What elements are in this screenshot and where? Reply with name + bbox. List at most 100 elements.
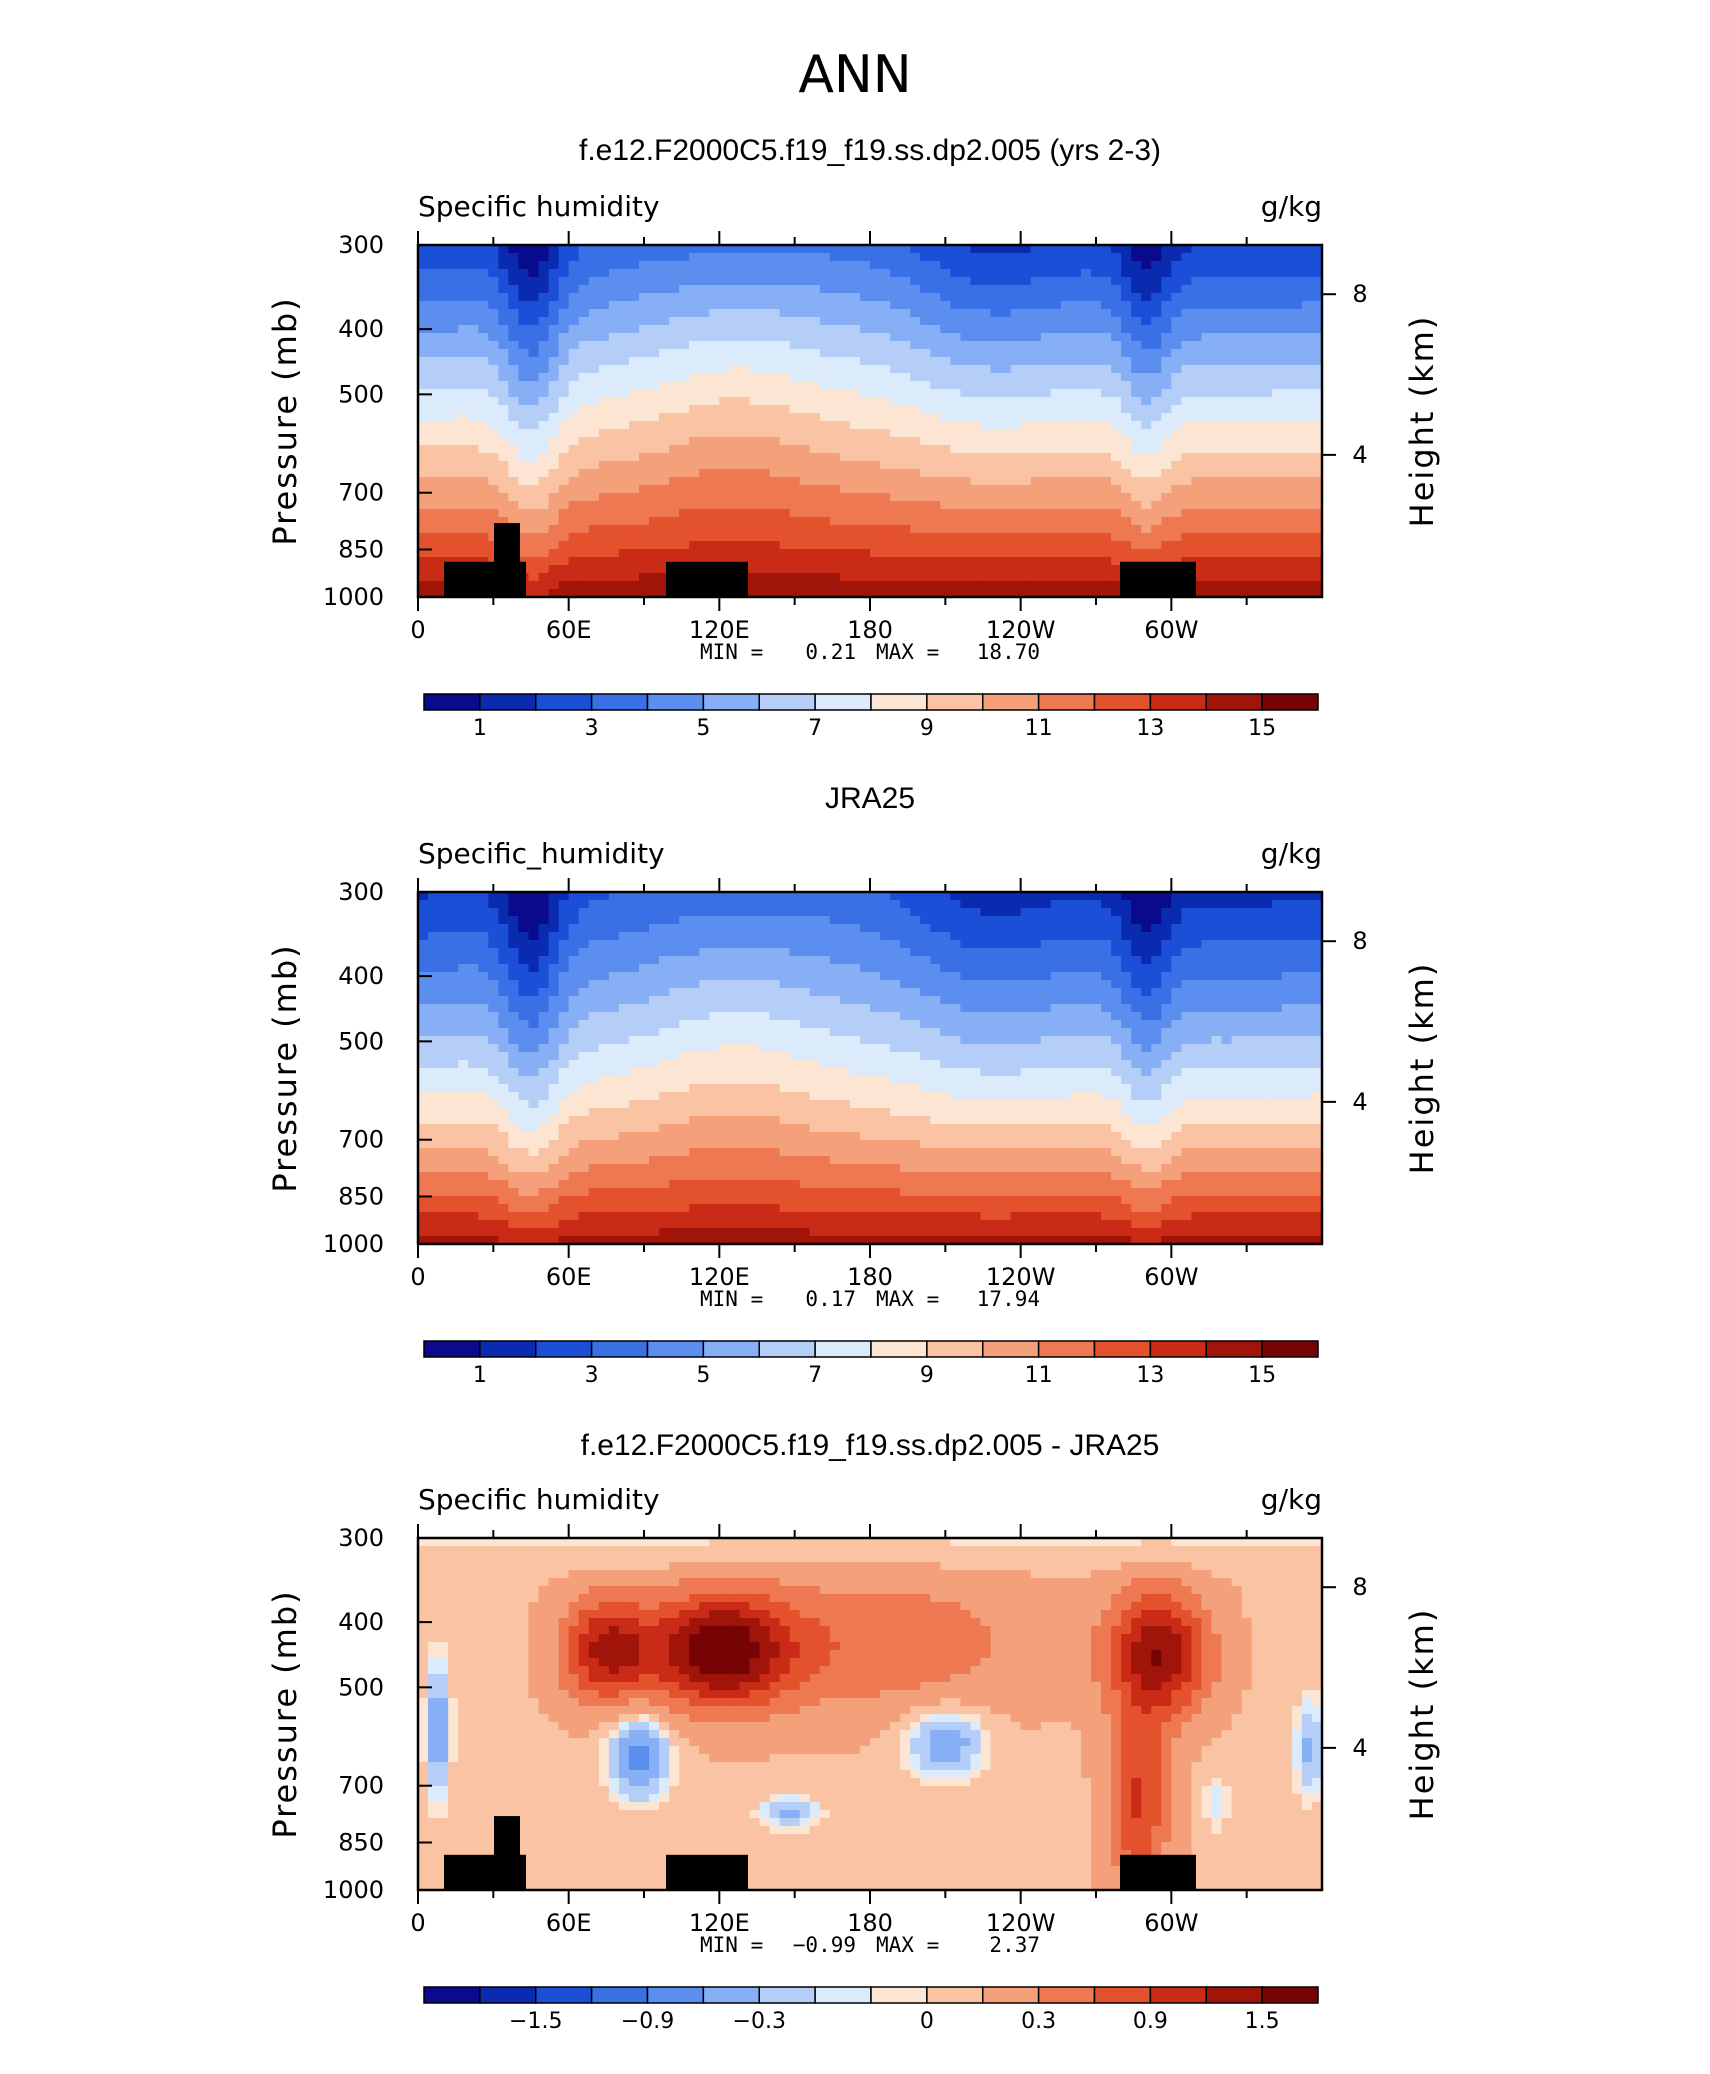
field-cell [789, 573, 801, 582]
field-cell [1261, 445, 1273, 454]
field-cell [950, 349, 961, 358]
field-cell [418, 956, 429, 965]
field-cell [930, 533, 941, 542]
field-cell [1040, 437, 1052, 446]
field-cell [528, 397, 540, 406]
field-cell [518, 549, 530, 558]
field-cell [418, 501, 429, 510]
field-cell [920, 469, 931, 478]
field-cell [508, 269, 520, 278]
field-cell [448, 533, 459, 542]
field-cell [1171, 325, 1182, 334]
field-cell [1121, 437, 1132, 446]
field-cell [428, 413, 439, 422]
field-cell [709, 325, 720, 334]
field-cell [478, 453, 489, 462]
field-cell [1040, 445, 1052, 454]
field-cell [980, 948, 992, 957]
field-cell [930, 317, 941, 326]
field-cell [890, 924, 901, 933]
field-cell [1000, 269, 1012, 278]
field-cell [679, 964, 690, 973]
field-cell [960, 397, 972, 406]
field-cell [1241, 357, 1253, 366]
field-cell [458, 509, 469, 518]
field-cell [1030, 549, 1042, 558]
field-cell [598, 916, 610, 925]
field-cell [709, 261, 720, 270]
field-cell [1050, 916, 1062, 925]
field-cell [588, 477, 600, 486]
field-cell [598, 477, 610, 486]
field-cell [719, 285, 730, 294]
field-cell [729, 397, 741, 406]
field-cell [980, 493, 992, 502]
field-cell [518, 341, 530, 350]
field-cell [900, 533, 911, 542]
field-cell [458, 892, 469, 901]
field-cell [1151, 964, 1162, 973]
field-cell [1030, 445, 1042, 454]
field-cell [1251, 413, 1263, 422]
field-cell [468, 325, 479, 334]
field-cell [950, 277, 961, 286]
field-cell [789, 501, 801, 510]
field-cell [980, 900, 992, 909]
field-cell [1090, 940, 1102, 949]
field-cell [930, 581, 941, 590]
field-cell [468, 437, 479, 446]
field-cell [799, 461, 811, 470]
field-cell [990, 573, 1002, 582]
field-cell [1070, 261, 1082, 270]
field-cell [518, 541, 530, 550]
field-cell [1241, 485, 1253, 494]
field-cell [448, 421, 459, 430]
field-cell [679, 301, 690, 310]
field-cell [1010, 349, 1022, 358]
field-cell [1020, 445, 1032, 454]
field-cell [1101, 309, 1112, 318]
field-cell [829, 453, 841, 462]
field-cell [799, 333, 811, 342]
field-cell [799, 485, 811, 494]
field-cell [729, 972, 741, 981]
field-cell [628, 924, 640, 933]
field-cell [468, 309, 479, 318]
field-cell [458, 453, 469, 462]
field-cell [508, 916, 520, 925]
field-cell [1281, 581, 1293, 590]
field-cell [649, 453, 660, 462]
field-cell [1291, 301, 1303, 310]
colorbar-swatch [1093, 693, 1152, 711]
field-cell [1311, 269, 1323, 278]
field-cell [759, 381, 771, 390]
field-cell [548, 469, 560, 478]
field-cell [458, 413, 469, 422]
field-cell [558, 253, 570, 262]
field-cell [1040, 916, 1052, 925]
field-cell [849, 357, 861, 366]
field-cell [1030, 261, 1042, 270]
field-cell [1241, 349, 1253, 358]
field-cell [859, 445, 871, 454]
field-cell [849, 549, 861, 558]
field-cell [1291, 581, 1303, 590]
field-cell [1141, 301, 1152, 310]
field-cell [418, 245, 429, 254]
field-cell [859, 948, 871, 957]
field-cell [1211, 397, 1223, 406]
field-cell [458, 445, 469, 454]
field-cell [1121, 333, 1132, 342]
field-cell [1261, 908, 1273, 917]
field-cell [709, 357, 720, 366]
field-cell [719, 261, 730, 270]
field-cell [809, 349, 821, 358]
field-cell [950, 477, 961, 486]
field-cell [638, 301, 650, 310]
field-cell [478, 285, 489, 294]
field-cell [880, 948, 891, 957]
field-cell [618, 429, 630, 438]
field-cell [1291, 373, 1303, 382]
field-cell [438, 421, 449, 430]
field-cell [1221, 469, 1233, 478]
